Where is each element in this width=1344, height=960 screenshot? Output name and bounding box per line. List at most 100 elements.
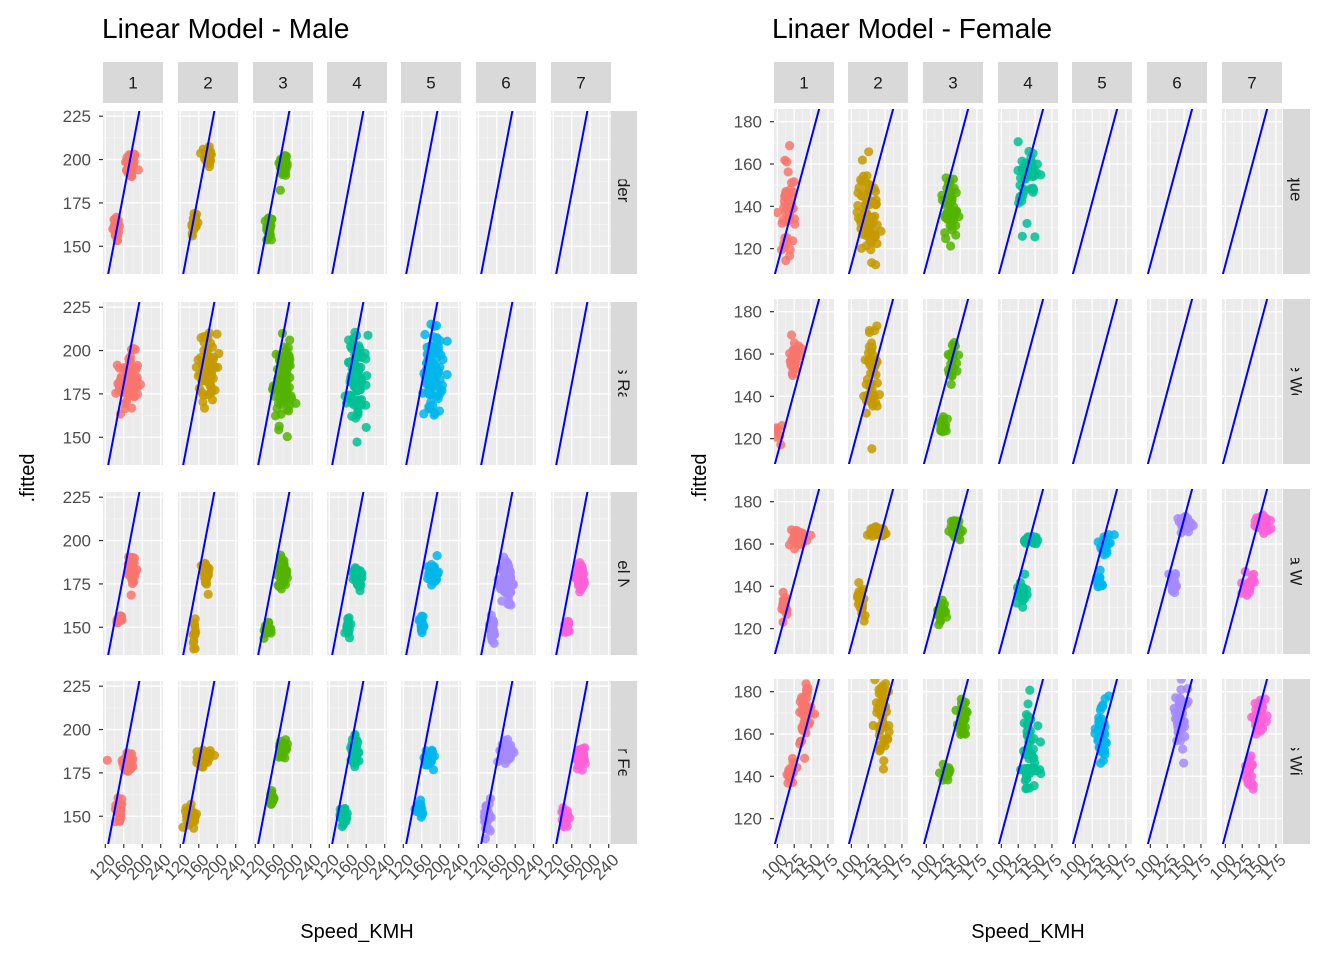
facet-panel [923, 299, 983, 464]
data-point [852, 592, 863, 602]
data-point [1094, 580, 1104, 590]
data-point [128, 379, 138, 390]
data-point [1178, 744, 1188, 754]
data-point [424, 384, 434, 394]
fit-line [1147, 489, 1194, 654]
fit-line [848, 299, 895, 464]
data-point [344, 633, 355, 643]
data-point [1035, 737, 1046, 747]
data-point [1013, 137, 1023, 147]
data-point [854, 183, 864, 193]
chart-title: Linear Model - Male [102, 13, 349, 44]
facet-panel [848, 299, 908, 464]
facet-column-strip: 1 [103, 62, 163, 103]
fit-line [257, 111, 291, 274]
y-tick-label: 140 [734, 767, 762, 786]
fit-line [848, 679, 895, 844]
data-point [1169, 578, 1179, 588]
data-point [1179, 758, 1189, 768]
y-tick-label: 120 [734, 810, 762, 829]
data-point [282, 404, 292, 414]
data-point [126, 590, 136, 600]
data-point [351, 399, 361, 410]
data-point [127, 403, 137, 413]
data-point [941, 612, 952, 622]
data-point [570, 573, 581, 583]
data-point [196, 333, 206, 343]
data-point [801, 679, 811, 689]
fit-line [405, 302, 439, 465]
fit-line [107, 302, 141, 465]
facet-panel: 120 140 160 180 [734, 109, 834, 274]
data-point [1036, 170, 1046, 180]
data-point [879, 756, 889, 766]
y-tick-label: 180 [734, 683, 762, 702]
data-point [116, 611, 127, 621]
facet-column-label: 5 [426, 74, 435, 93]
facet-panel [1222, 489, 1282, 654]
data-point [280, 374, 290, 384]
facet-panel [1147, 109, 1207, 274]
data-point [785, 140, 795, 151]
data-point [207, 395, 218, 405]
data-point [210, 362, 220, 372]
data-point [501, 574, 512, 584]
facet-row-label: Caroline Wozniacki [1287, 309, 1306, 454]
panel-background [1147, 109, 1207, 274]
data-point [361, 400, 371, 410]
facet-panel [401, 492, 461, 655]
facet-row-strip: Alexander Zverev [611, 111, 637, 274]
data-point [127, 563, 137, 573]
data-point [878, 764, 889, 774]
data-point [435, 389, 445, 399]
data-point [282, 566, 292, 576]
data-point [417, 625, 427, 635]
fit-line [1222, 109, 1269, 274]
data-point [577, 578, 587, 588]
y-tick-label: 200 [63, 721, 91, 740]
y-tick-label: 225 [63, 298, 91, 317]
data-point [796, 343, 806, 353]
data-point [355, 385, 365, 395]
facet-grid: 1 2 3 4 5 6 7 Angelique Kerber Caroline Wozniack… [734, 62, 1310, 884]
facet-panel [178, 492, 238, 655]
data-point [949, 183, 959, 193]
fit-line [998, 679, 1045, 844]
data-point [197, 387, 207, 397]
panel-background [1222, 109, 1282, 274]
data-point [946, 379, 956, 389]
data-point [208, 373, 218, 383]
data-point [340, 803, 350, 814]
data-point [1176, 685, 1186, 695]
facet-panel [551, 302, 611, 465]
data-point [1028, 169, 1039, 180]
facet-panel [178, 302, 238, 465]
fit-line [774, 679, 821, 844]
facet-row-strip: Venus Williams [1283, 679, 1310, 844]
data-point [1171, 693, 1181, 703]
data-point [351, 741, 362, 751]
y-tick-label: 180 [734, 493, 762, 512]
y-tick-label: 150 [63, 807, 91, 826]
data-point [1017, 156, 1027, 166]
facet-panel [401, 302, 461, 465]
data-point [853, 200, 863, 211]
fit-line [480, 681, 514, 844]
data-point [1096, 758, 1106, 768]
panel-background [1072, 299, 1132, 464]
data-point [199, 565, 209, 575]
data-point [561, 621, 571, 631]
facet-row-label: Venus Williams [1287, 704, 1306, 819]
data-point [353, 362, 364, 372]
data-point [1094, 713, 1104, 723]
data-point [1095, 705, 1106, 715]
facet-panel [923, 489, 983, 654]
facet-panel [1222, 299, 1282, 464]
facet-panel: 150 175 200 225 [63, 298, 163, 465]
facet-column-label: 3 [278, 74, 287, 93]
y-axis-title: .fitted [17, 454, 39, 503]
data-point [190, 614, 200, 624]
data-point [1033, 721, 1043, 731]
